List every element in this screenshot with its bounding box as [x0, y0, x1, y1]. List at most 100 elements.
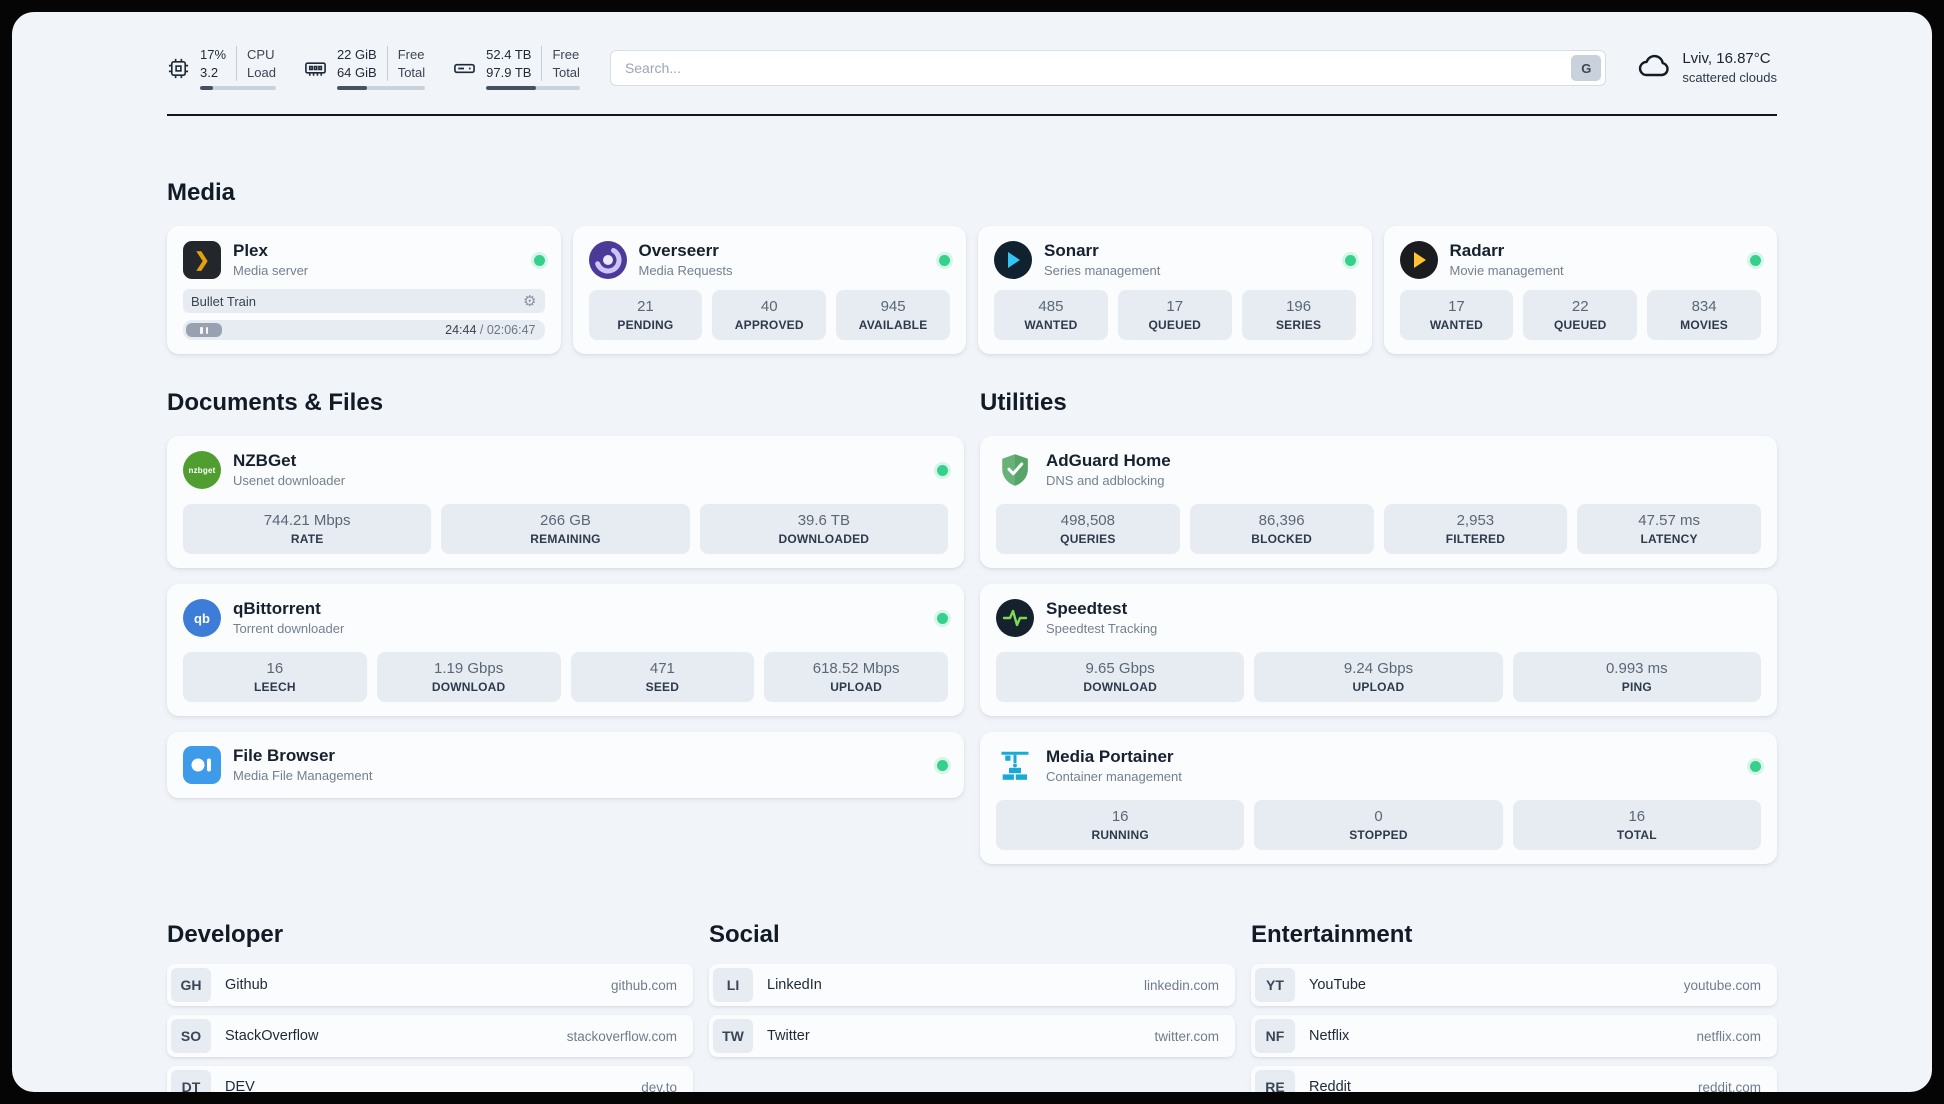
stat-label: STOPPED: [1349, 828, 1408, 843]
stat-value: 17: [1448, 298, 1465, 316]
stat-value: 1.19 Gbps: [434, 660, 504, 678]
stat-box: 21 PENDING: [588, 290, 703, 341]
app-desc: DNS and adblocking: [1046, 473, 1165, 489]
bookmark-linkedin[interactable]: LI LinkedIn linkedin.com: [709, 964, 1235, 1007]
stat-label: FILTERED: [1445, 532, 1506, 547]
ram-free-label: Free: [397, 47, 425, 62]
status-dot: [937, 612, 948, 624]
stats-row: 498,508 QUERIES 86,396 BLOCKED 2,953 FIL…: [996, 504, 1761, 555]
bookmark-youtube[interactable]: YT YouTube youtube.com: [1251, 964, 1777, 1007]
app-card-overseerr: Overseerr Media Requests 21 PENDING 40 A…: [572, 226, 966, 355]
bookmark-url: stackoverflow.com: [566, 1028, 677, 1044]
app-link-adguard[interactable]: AdGuard Home DNS and adblocking: [996, 450, 1761, 490]
stat-value: 9.24 Gbps: [1343, 660, 1414, 678]
portainer-icon: [996, 747, 1034, 785]
ram-total-label: Total: [397, 64, 426, 80]
now-playing-title: Bullet Train: [191, 293, 257, 309]
app-link-overseerr[interactable]: Overseerr Media Requests: [588, 240, 950, 280]
bookmark-name: Netflix: [1309, 1028, 1350, 1045]
bookmark-github[interactable]: GH Github github.com: [167, 964, 693, 1007]
documents-column: Documents & Files nzbget NZBGet Usenet d…: [167, 388, 964, 880]
app-link-qbittorrent[interactable]: qb qBittorrent Torrent downloader: [183, 598, 948, 638]
bookmark-badge: TW: [713, 1019, 753, 1054]
app-link-radarr[interactable]: Radarr Movie management: [1399, 240, 1761, 280]
sonarr-icon: [994, 241, 1032, 280]
disk-progress-bar: [486, 86, 580, 91]
stats-row: 17 WANTED 22 QUEUED 834 MOVIES: [1399, 290, 1761, 341]
radarr-icon: [1399, 241, 1438, 280]
bookmark-twitter[interactable]: TW Twitter twitter.com: [709, 1015, 1235, 1058]
stat-box: 39.6 TB DOWNLOADED: [699, 504, 948, 555]
stat-box: 485 WANTED: [994, 290, 1108, 341]
bookmark-dev[interactable]: DT DEV dev.to: [167, 1066, 693, 1092]
stats-row: 485 WANTED 17 QUEUED 196 SERIES: [994, 290, 1356, 341]
stat-box: 9.24 Gbps UPLOAD: [1254, 652, 1503, 703]
stat-value: 471: [649, 660, 675, 678]
stat-value: 0: [1374, 808, 1383, 826]
stat-label: QUEUED: [1553, 318, 1607, 333]
bookmark-name: Reddit: [1309, 1079, 1351, 1092]
app-desc: Series management: [1044, 263, 1161, 279]
nzbget-icon: nzbget: [183, 451, 221, 490]
app-name: Speedtest: [1046, 599, 1128, 619]
pause-button[interactable]: [186, 323, 222, 338]
app-link-plex[interactable]: ❯ Plex Media server: [183, 240, 545, 280]
weather-condition: scattered clouds: [1682, 70, 1777, 86]
stat-value: 0.993 ms: [1605, 660, 1668, 678]
app-link-speedtest[interactable]: Speedtest Speedtest Tracking: [996, 598, 1761, 638]
bookmark-stackoverflow[interactable]: SO StackOverflow stackoverflow.com: [167, 1015, 693, 1058]
bookmark-netflix[interactable]: NF Netflix netflix.com: [1251, 1015, 1777, 1058]
stat-label: SERIES: [1275, 318, 1322, 333]
app-name: Overseerr: [638, 241, 719, 261]
app-name: Plex: [233, 241, 268, 261]
stats-row: 16 RUNNING 0 STOPPED 16 TOTAL: [996, 800, 1761, 851]
section-title-entertainment: Entertainment: [1251, 921, 1413, 949]
search-input[interactable]: [609, 50, 1607, 87]
app-link-sonarr[interactable]: Sonarr Series management: [994, 240, 1356, 280]
stat-box: 196 SERIES: [1241, 290, 1356, 341]
stat-box: 16 LEECH: [183, 652, 367, 703]
stat-value: 16: [1111, 808, 1129, 826]
gear-icon[interactable]: ⚙: [523, 292, 537, 310]
app-card-sonarr: Sonarr Series management 485 WANTED 17 Q…: [978, 226, 1372, 355]
search-engine-button[interactable]: G: [1571, 55, 1602, 82]
player-seekbar[interactable]: 24:44 / 02:06:47: [183, 320, 545, 341]
app-link-portainer[interactable]: Media Portainer Container management: [996, 746, 1761, 786]
app-card-radarr: Radarr Movie management 17 WANTED 22 QUE…: [1383, 226, 1777, 355]
app-desc: Media File Management: [233, 768, 373, 784]
stat-value: 744.21 Mbps: [263, 512, 351, 530]
status-dot: [1750, 254, 1761, 266]
adguard-icon: [996, 451, 1034, 489]
app-link-nzbget[interactable]: nzbget NZBGet Usenet downloader: [183, 450, 948, 490]
app-name: NZBGet: [233, 451, 297, 471]
plex-now-playing: Bullet Train ⚙ 24:44 / 02:06:47: [183, 289, 545, 341]
stat-box: 0.993 ms PING: [1512, 652, 1761, 703]
stat-value: 834: [1691, 298, 1717, 316]
plex-icon: ❯: [183, 241, 221, 280]
bookmark-reddit[interactable]: RE Reddit reddit.com: [1251, 1066, 1777, 1092]
stat-value: 618.52 Mbps: [812, 660, 900, 678]
bookmarks-social: Social LI LinkedIn linkedin.com TW Twitt…: [709, 920, 1235, 1066]
stat-label: WANTED: [1429, 318, 1484, 333]
app-card-filebrowser: File Browser Media File Management: [167, 732, 964, 799]
cpu-readout: 17% 3.2 CPU Load: [200, 46, 276, 91]
stat-value: 9.65 Gbps: [1085, 660, 1155, 678]
disk-total-value: 97.9 TB: [486, 64, 532, 80]
app-desc: Usenet downloader: [233, 473, 346, 489]
stats-row: 744.21 Mbps RATE 266 GB REMAINING 39.6 T…: [183, 504, 948, 555]
app-desc: Container management: [1046, 769, 1182, 785]
app-desc: Speedtest Tracking: [1046, 621, 1158, 637]
bookmark-url: twitter.com: [1154, 1028, 1219, 1044]
stat-label: WANTED: [1024, 318, 1078, 333]
stat-box: 0 STOPPED: [1254, 800, 1503, 851]
app-link-filebrowser[interactable]: File Browser Media File Management: [183, 745, 948, 785]
stat-label: LATENCY: [1640, 532, 1698, 547]
stat-box: 834 MOVIES: [1647, 290, 1761, 341]
bookmark-badge: DT: [171, 1070, 211, 1092]
stat-box: 744.21 Mbps RATE: [183, 504, 432, 555]
ram-progress-fill: [336, 86, 367, 91]
cpu-load-value: 3.2: [200, 64, 219, 80]
bookmarks-grid: Developer GH Github github.com SO StackO…: [167, 920, 1777, 1092]
cpu-label: CPU: [247, 47, 275, 62]
stat-box: 17 WANTED: [1399, 290, 1514, 341]
